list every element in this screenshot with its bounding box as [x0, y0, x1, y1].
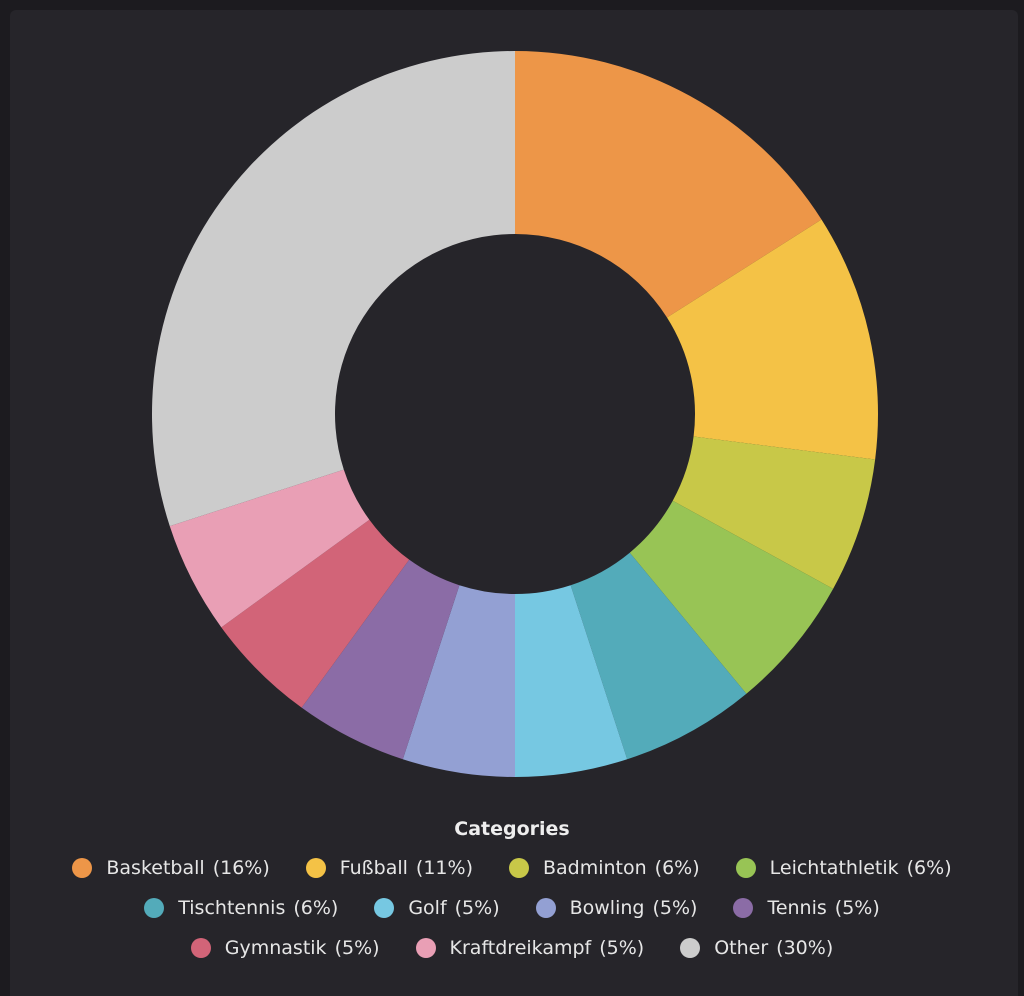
- donut-slice: [629, 500, 834, 694]
- donut-slice: [570, 552, 747, 760]
- legend-label: Fußball: [339, 857, 408, 879]
- legend-value: (6%): [654, 857, 700, 879]
- legend-label: Basketball: [106, 857, 205, 879]
- legend-value: (6%): [906, 857, 952, 879]
- legend-item: Leichtathletik (6%): [735, 855, 952, 881]
- legend: Basketball (16%) Fußball (11%) Badminton (6%)…: [57, 855, 967, 961]
- legend-value: (6%): [293, 897, 339, 919]
- donut-slice: [672, 436, 876, 589]
- legend-value: (5%): [334, 937, 380, 959]
- legend-value: (5%): [599, 937, 645, 959]
- legend-value: (5%): [834, 897, 880, 919]
- legend-item: Bowling (5%): [535, 895, 698, 921]
- legend-label: Leichtathletik: [769, 857, 899, 879]
- legend-value: (11%): [415, 857, 473, 879]
- legend-item: Kraftdreikampf (5%): [415, 935, 645, 961]
- legend-value: (5%): [454, 897, 500, 919]
- donut-slice: [515, 585, 628, 777]
- legend-swatch: [680, 938, 701, 958]
- legend-value: (16%): [212, 857, 270, 879]
- legend-label: Badminton: [542, 857, 647, 879]
- legend-value: (30%): [776, 937, 834, 959]
- legend-item: Tennis (5%): [733, 895, 880, 921]
- donut-slice: [151, 51, 515, 527]
- legend-item: Basketball (16%): [72, 855, 270, 881]
- legend-label: Bowling: [569, 897, 645, 919]
- legend-item: Badminton (6%): [508, 855, 700, 881]
- legend-label: Tischtennis: [178, 897, 286, 919]
- legend-swatch: [535, 898, 556, 918]
- legend-swatch: [508, 858, 529, 878]
- legend-item: Other (30%): [680, 935, 833, 961]
- donut-slice: [221, 519, 410, 708]
- legend-value: (5%): [652, 897, 698, 919]
- legend-swatch: [72, 858, 93, 878]
- legend-swatch: [415, 938, 436, 958]
- donut-slice: [402, 585, 515, 777]
- donut-slice: [515, 51, 822, 318]
- legend-item: Fußball (11%): [305, 855, 473, 881]
- legend-item: Tischtennis (6%): [144, 895, 338, 921]
- legend-label: Other: [714, 937, 769, 959]
- donut-slice: [169, 469, 370, 628]
- legend-item: Gymnastik (5%): [190, 935, 380, 961]
- legend-label: Gymnastik: [224, 937, 327, 959]
- legend-item: Golf (5%): [374, 895, 500, 921]
- donut-slice: [301, 559, 460, 760]
- legend-swatch: [190, 938, 211, 958]
- legend-label: Kraftdreikampf: [449, 937, 592, 959]
- legend-swatch: [305, 858, 326, 878]
- legend-title: Categories: [454, 818, 570, 840]
- legend-label: Tennis: [767, 897, 827, 919]
- legend-swatch: [735, 858, 756, 878]
- legend-swatch: [144, 898, 165, 918]
- legend-swatch: [733, 898, 754, 918]
- legend-label: Golf: [408, 897, 447, 919]
- donut-slice: [666, 219, 878, 460]
- legend-swatch: [374, 898, 395, 918]
